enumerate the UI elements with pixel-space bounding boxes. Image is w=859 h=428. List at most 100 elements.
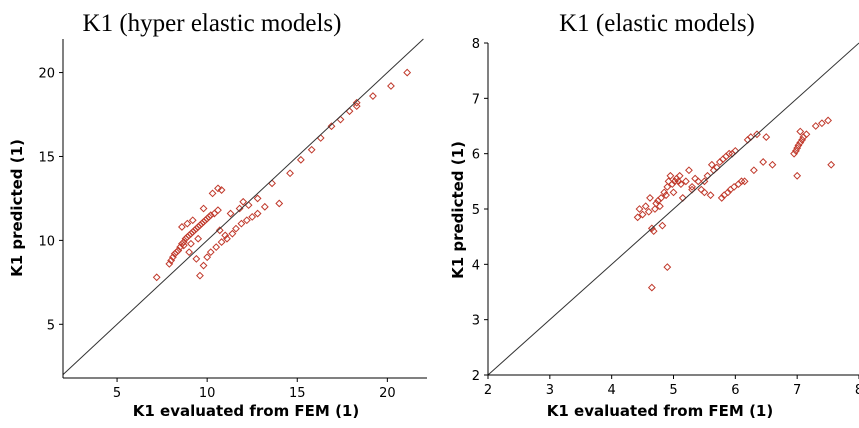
data-point — [647, 224, 656, 233]
data-point — [724, 188, 732, 197]
data-point — [203, 253, 212, 262]
data-point — [663, 182, 672, 191]
chart-hyper-elastic: K1 (hyper elastic models) 5 10 15 20 5 10 15 2… — [8, 10, 427, 420]
data-point — [655, 202, 664, 211]
data-point — [753, 130, 761, 139]
reference-line — [487, 42, 859, 376]
data-points — [633, 116, 836, 292]
data-point — [700, 177, 709, 186]
data-point — [664, 177, 673, 186]
y-tick-label: 7 — [472, 92, 480, 107]
data-point — [660, 188, 669, 197]
data-point — [646, 194, 654, 202]
data-point — [675, 171, 684, 180]
data-point — [248, 212, 257, 221]
data-point — [253, 209, 262, 218]
data-point — [196, 271, 204, 280]
data-point — [817, 119, 826, 128]
y-axis-label: K1 predicted (1) — [8, 139, 26, 277]
y-ticks: 2 3 4 5 6 7 8 — [472, 37, 488, 384]
y-tick-label: 4 — [472, 258, 480, 273]
data-point — [794, 141, 803, 150]
data-point — [212, 243, 221, 252]
data-point — [242, 216, 251, 225]
data-point — [286, 169, 294, 178]
x-tick-label: 8 — [855, 383, 859, 398]
data-point — [369, 92, 377, 100]
y-tick-label: 5 — [472, 203, 480, 218]
data-point — [206, 211, 215, 220]
data-point — [635, 205, 644, 213]
data-point — [237, 219, 246, 228]
data-point — [641, 202, 650, 211]
data-point — [244, 201, 253, 210]
data-point — [649, 227, 658, 236]
data-point — [172, 248, 181, 257]
data-point — [260, 202, 269, 211]
y-tick-label: 20 — [38, 67, 55, 82]
chart-title: K1 (hyper elastic models) — [83, 10, 342, 37]
x-tick-label: 10 — [199, 386, 216, 401]
chart-title: K1 (elastic models) — [559, 10, 755, 37]
data-point — [737, 177, 746, 186]
y-tick-label: 15 — [38, 150, 55, 165]
data-point — [316, 134, 325, 142]
data-point — [275, 199, 284, 208]
data-point — [232, 224, 240, 233]
y-tick-label: 2 — [472, 369, 480, 384]
x-tick-label: 4 — [608, 383, 616, 398]
data-point — [762, 133, 771, 141]
x-axis-label: K1 evaluated from FEM (1) — [133, 402, 359, 420]
data-point — [253, 194, 262, 203]
data-point — [183, 219, 192, 228]
data-point — [657, 194, 666, 202]
data-point — [668, 180, 677, 189]
data-point — [352, 98, 361, 107]
data-point — [268, 179, 276, 188]
x-tick-label: 5 — [113, 386, 121, 401]
data-point — [187, 239, 195, 248]
data-point — [749, 166, 758, 175]
data-point — [662, 191, 670, 200]
y-axis-label: K1 predicted (1) — [449, 141, 467, 279]
data-point — [178, 223, 186, 231]
data-point — [802, 130, 811, 139]
x-tick-label: 15 — [289, 386, 306, 401]
data-point — [827, 160, 836, 169]
data-point — [199, 204, 208, 213]
x-ticks: 5 10 15 20 — [113, 378, 396, 401]
data-point — [652, 199, 661, 208]
data-point — [694, 177, 703, 186]
data-point — [226, 209, 235, 218]
data-point — [296, 155, 305, 164]
data-point — [796, 127, 805, 136]
data-point — [681, 177, 690, 186]
x-tick-label: 20 — [379, 386, 396, 401]
x-tick-label: 5 — [669, 383, 677, 398]
chart-elastic: K1 (elastic models) 2 3 4 5 6 7 8 2 3 4 5 6 7 8 K1 e… — [449, 10, 859, 420]
data-point — [214, 184, 222, 193]
data-point — [194, 234, 203, 243]
data-point — [387, 82, 395, 90]
y-tick-label: 6 — [472, 148, 480, 163]
x-ticks: 2 3 4 5 6 7 8 — [484, 375, 859, 398]
data-point — [352, 102, 361, 111]
data-point — [327, 122, 336, 131]
data-point — [700, 188, 709, 197]
y-tick-label: 3 — [472, 314, 480, 329]
data-point — [228, 229, 237, 238]
data-point — [217, 238, 226, 246]
y-tick-label: 5 — [47, 318, 55, 333]
x-tick-label: 3 — [546, 383, 554, 398]
data-point — [725, 149, 734, 158]
data-point — [217, 186, 226, 194]
data-point — [644, 207, 653, 216]
data-point — [336, 115, 345, 124]
data-point — [677, 180, 685, 189]
data-point — [768, 160, 777, 169]
data-point — [666, 171, 675, 180]
data-point — [688, 182, 696, 191]
data-point — [707, 160, 716, 169]
data-point — [179, 241, 188, 250]
